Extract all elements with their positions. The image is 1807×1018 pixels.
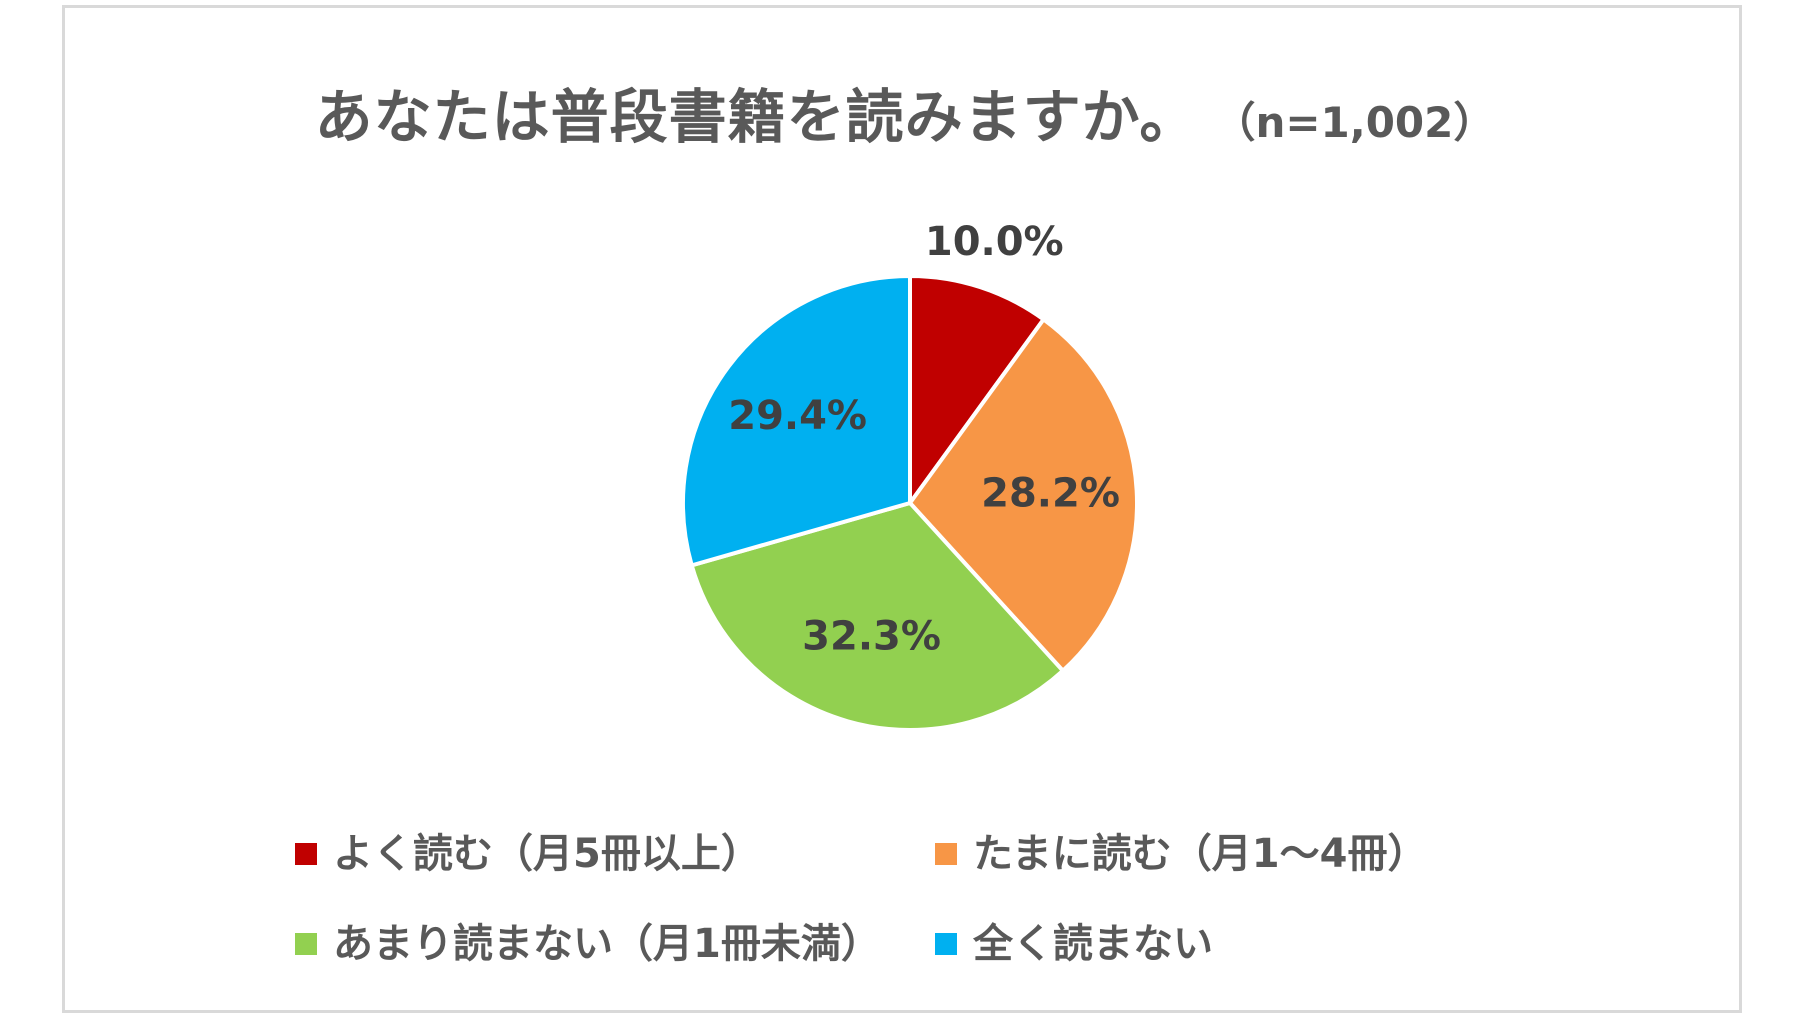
legend-swatch [295,933,317,955]
chart-frame: あなたは普段書籍を読みますか。 （n=1,002） 10.0% 28.2% 32.3%… [62,5,1742,1013]
pie-chart: 10.0% 28.2% 32.3% 29.4% [681,219,1139,732]
legend-label: よく読む（月5冊以上） [333,831,761,877]
legend-item-often: よく読む（月5冊以上） [295,826,935,877]
pie-slice-often [908,274,1046,505]
data-label-never: 29.4% [728,393,867,439]
legend-swatch [295,843,317,865]
legend-swatch [935,933,957,955]
data-label-often: 10.0% [925,219,1064,265]
legend-label: たまに読む（月1～4冊） [973,831,1428,877]
pie-slice-sometimes [908,317,1139,673]
legend-item-sometimes: たまに読む（月1～4冊） [935,826,1575,877]
legend-item-never: 全く読まない [935,916,1575,967]
legend-label: 全く読まない [973,921,1213,967]
data-label-rarely: 32.3% [802,613,941,659]
chart-subtitle: （n=1,002） [1234,98,1496,147]
chart-title: あなたは普段書籍を読みますか。 [314,83,1199,151]
pie-slice-never [681,274,912,568]
chart-title-row: あなたは普段書籍を読みますか。 （n=1,002） [65,70,1745,154]
legend-item-rarely: あまり読まない（月1冊未満） [295,916,935,967]
data-label-sometimes: 28.2% [981,470,1120,516]
chart-legend: よく読む（月5冊以上） たまに読む（月1～4冊） あまり読まない（月1冊未満） … [295,826,1595,967]
legend-label: あまり読まない（月1冊未満） [333,921,881,967]
legend-swatch [935,843,957,865]
pie-slice-rarely [689,501,1065,732]
